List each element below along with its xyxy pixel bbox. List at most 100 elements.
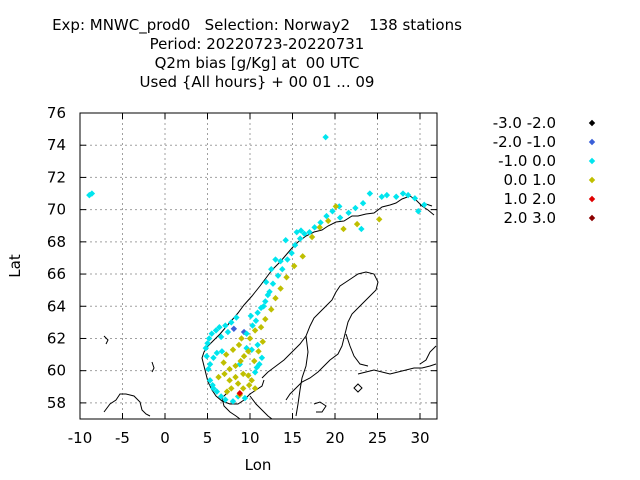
legend-label: -3.0 -2.0 (493, 114, 556, 132)
data-point (245, 381, 253, 389)
data-point (262, 298, 269, 305)
data-point (316, 224, 323, 231)
data-point (268, 266, 275, 273)
data-point (238, 335, 245, 342)
data-point (202, 344, 209, 352)
data-point (340, 225, 347, 233)
data-point (254, 341, 261, 349)
data-point (221, 370, 228, 378)
data-point (203, 352, 210, 360)
data-point (204, 340, 211, 347)
data-point (376, 216, 383, 223)
data-point (336, 203, 343, 210)
title-line-period: Period: 20220723-20220731 (149, 35, 365, 53)
data-point (230, 325, 238, 333)
data-point (224, 328, 232, 336)
x-tick-label: 25 (368, 429, 387, 447)
data-point (255, 348, 262, 355)
data-point (274, 272, 282, 279)
data-point (323, 212, 330, 220)
data-point (262, 315, 269, 323)
coastline-norway (201, 195, 435, 405)
data-point (222, 396, 229, 403)
data-point (240, 352, 248, 360)
data-point (383, 191, 391, 199)
coastline-scotland (103, 393, 151, 417)
coastline-gotland (313, 401, 327, 413)
data-point (206, 361, 214, 368)
data-point (240, 385, 247, 392)
x-tick-label: 30 (410, 429, 429, 447)
data-point (311, 224, 318, 231)
x-tick-label: 20 (325, 429, 344, 447)
y-tick-label: 60 (47, 362, 66, 380)
x-tick-label: -10 (68, 429, 93, 447)
data-point (332, 203, 340, 210)
legend-marker (588, 138, 596, 146)
data-point (282, 237, 289, 244)
data-point (215, 373, 222, 381)
coastline-baltic-east (261, 271, 379, 401)
data-point (251, 369, 259, 376)
data-point (232, 362, 239, 370)
legend-marker (588, 157, 596, 165)
legend-label: -2.0 -1.0 (493, 133, 556, 151)
data-point (272, 295, 279, 302)
data-point (257, 324, 265, 331)
data-point (210, 354, 217, 361)
data-point (217, 333, 225, 341)
data-point (399, 190, 407, 197)
x-tick-label: 5 (203, 429, 213, 447)
data-point (317, 219, 324, 226)
coastline-finland-inner (345, 333, 369, 367)
x-tick-label: 15 (283, 429, 302, 447)
data-point (259, 338, 266, 345)
data-point (256, 361, 263, 368)
y-tick-label: 58 (47, 394, 66, 412)
data-point (222, 322, 229, 329)
coastline-sweden-south (249, 395, 273, 420)
legend-marker (588, 195, 596, 203)
y-tick-label: 70 (47, 201, 66, 219)
data-point (208, 330, 215, 337)
coastline-map (103, 195, 437, 420)
legend-marker (588, 119, 596, 127)
legend-label: 1.0 2.0 (504, 190, 556, 208)
data-point (228, 385, 235, 392)
coastline-aland (353, 383, 363, 393)
data-point (206, 335, 213, 342)
data-point (251, 327, 259, 334)
data-point (251, 385, 259, 392)
legend-label: 0.0 1.0 (504, 171, 556, 189)
data-point (262, 278, 270, 286)
legend: -3.0 -2.0-2.0 -1.0-1.0 0.00.0 1.01.0 2.0… (493, 114, 596, 227)
data-point (247, 312, 255, 320)
data-point (366, 190, 374, 197)
coastline-shetland (151, 361, 155, 373)
x-tick-label: -5 (115, 429, 130, 447)
title-line-experiment: Exp: MNWC_prod0 Selection: Norway2 138 s… (52, 16, 462, 34)
data-point (245, 348, 252, 355)
data-point (329, 208, 336, 215)
coastline-faroe (103, 335, 109, 345)
data-point (279, 266, 286, 273)
data-point (301, 230, 308, 237)
y-tick-label: 74 (47, 136, 66, 154)
data-point (277, 257, 284, 265)
data-point (325, 217, 332, 225)
data-point (415, 208, 422, 215)
data-point (264, 291, 272, 299)
data-point (237, 357, 244, 365)
y-tick-label: 62 (47, 329, 66, 347)
data-point (291, 241, 299, 249)
legend-label: -1.0 0.0 (498, 152, 556, 170)
data-point (217, 393, 225, 400)
data-point (296, 235, 304, 242)
legend-label: 2.0 3.0 (504, 209, 556, 227)
data-point (228, 319, 235, 326)
data-point (404, 191, 412, 199)
data-point (352, 204, 359, 212)
data-point (233, 314, 240, 321)
title-line-parameter: Q2m bias [g/Kg] at 00 UTC (154, 54, 360, 72)
coastline-gulf-bothnia (295, 335, 309, 417)
